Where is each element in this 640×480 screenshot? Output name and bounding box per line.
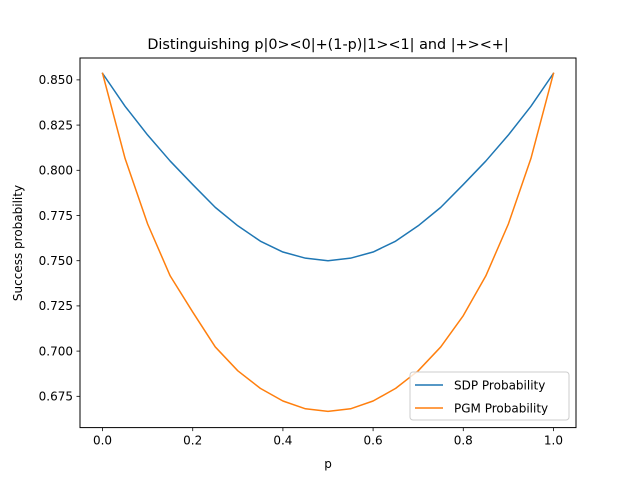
y-tick-label: 0.675 — [39, 390, 73, 404]
x-tick-label: 0.0 — [93, 434, 112, 448]
series-group — [101, 72, 555, 413]
y-tick-label: 0.825 — [39, 118, 73, 132]
chart-title: Distinguishing p|0><0|+(1-p)|1><1| and |… — [147, 37, 508, 53]
y-axis-label: Success probability — [11, 185, 25, 301]
y-tick-label: 0.775 — [39, 209, 73, 223]
y-tick-label: 0.800 — [39, 164, 73, 178]
x-tick-label: 0.4 — [273, 434, 292, 448]
x-tick-label: 0.8 — [454, 434, 473, 448]
x-axis-label: p — [324, 457, 332, 471]
legend-box — [409, 371, 570, 421]
y-tick-label: 0.700 — [39, 344, 73, 358]
y-axis: 0.675 0.700 0.725 0.750 0.775 0.800 0.825 0.850 — [39, 73, 80, 404]
x-tick-label: 0.6 — [364, 434, 383, 448]
x-axis: 0.0 0.2 0.4 0.6 0.8 1.0 — [93, 427, 563, 448]
x-tick-label: 0.2 — [183, 434, 202, 448]
legend-label-sdp: SDP Probability — [454, 379, 545, 393]
legend: SDP Probability PGM Probability — [409, 371, 570, 421]
y-tick-label: 0.750 — [39, 254, 73, 268]
axes-frame — [79, 57, 577, 429]
plot-area — [79, 57, 577, 429]
x-tick-label: 1.0 — [544, 434, 563, 448]
y-tick-label: 0.725 — [39, 299, 73, 313]
y-tick-label: 0.850 — [39, 73, 73, 87]
legend-label-pgm: PGM Probability — [454, 402, 548, 416]
